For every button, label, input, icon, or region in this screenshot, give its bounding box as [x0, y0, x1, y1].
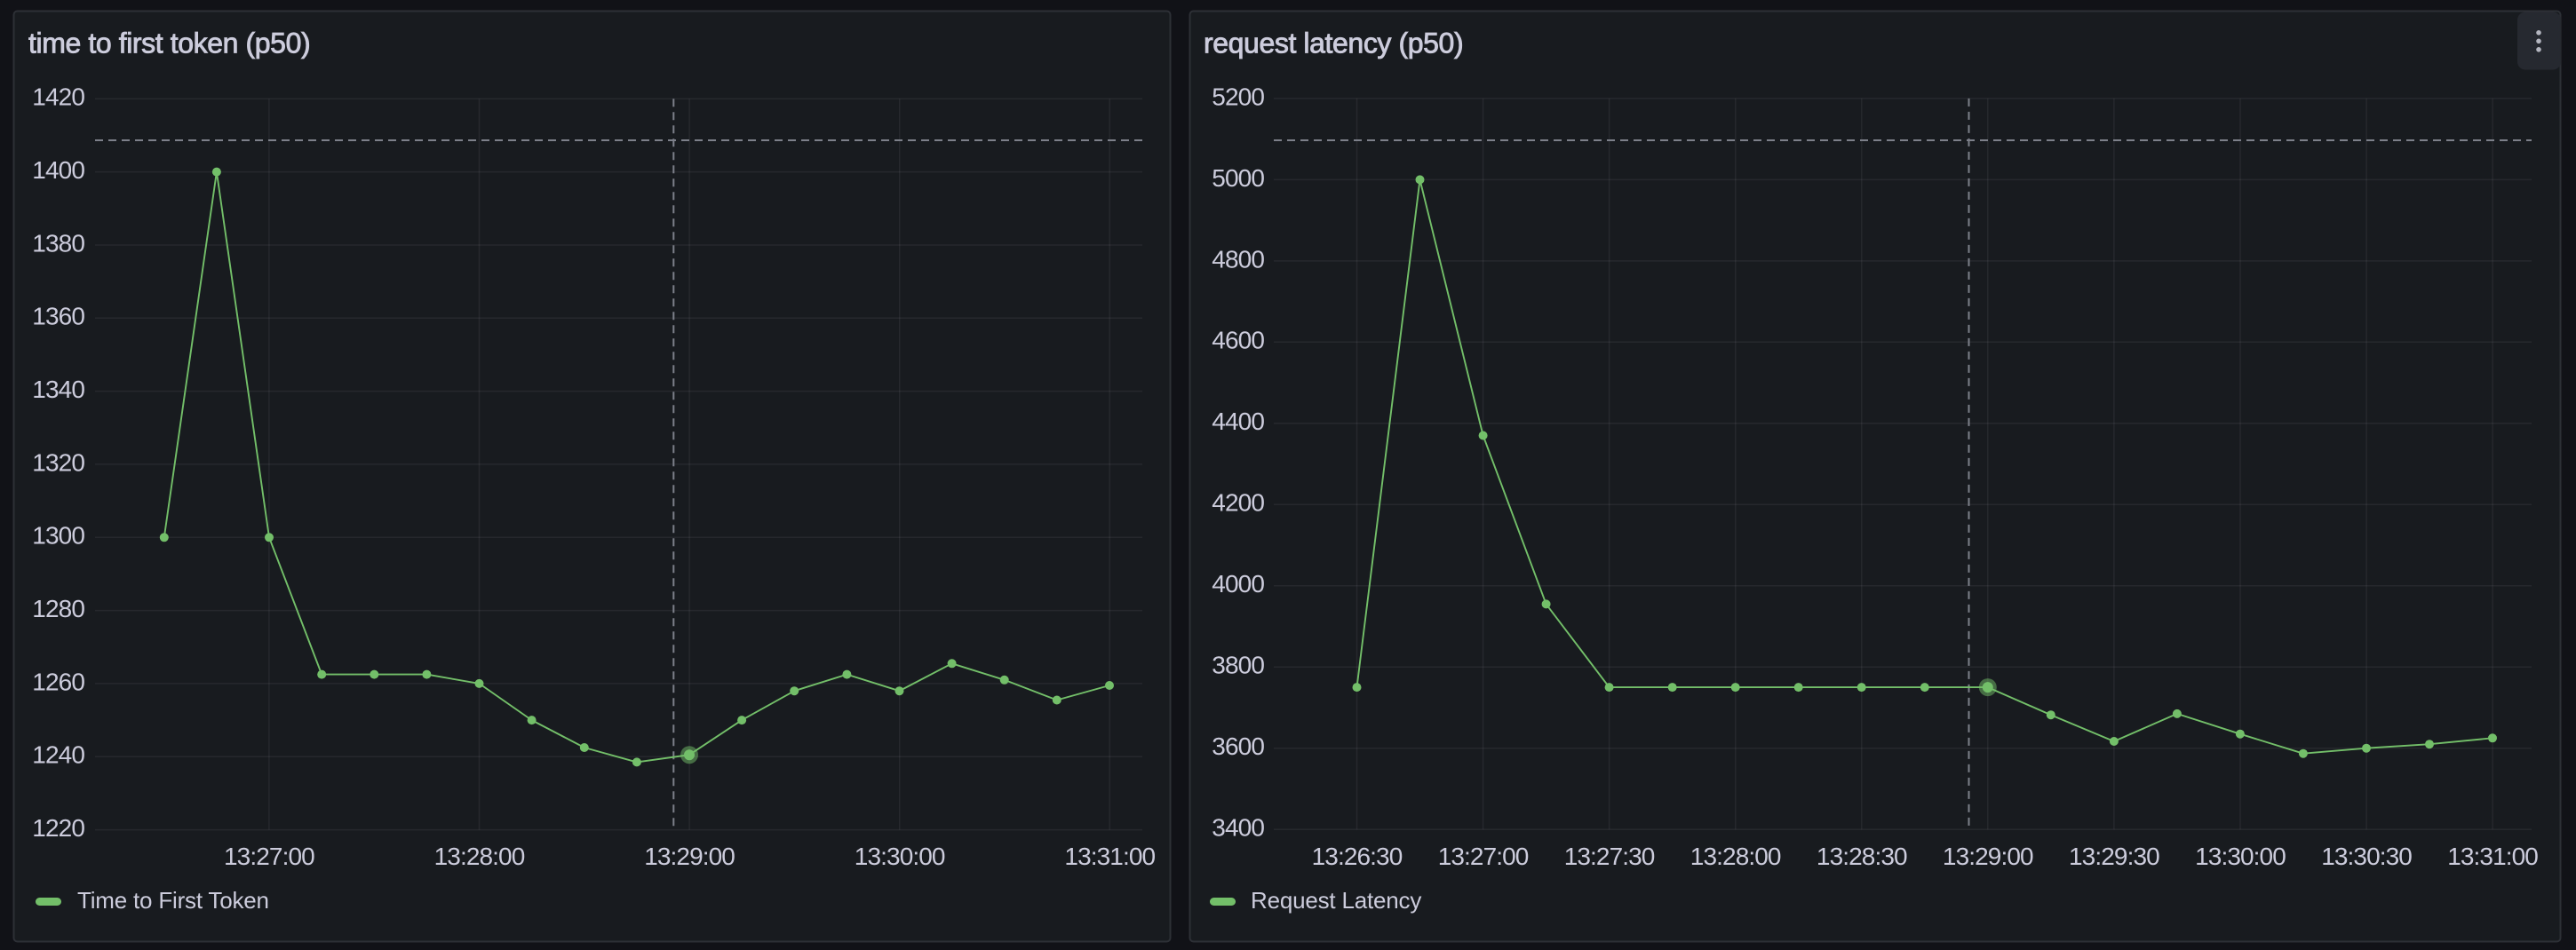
svg-text:time to first token (p50): time to first token (p50): [28, 27, 310, 59]
svg-text:13:29:00: 13:29:00: [644, 843, 735, 870]
svg-text:13:30:30: 13:30:30: [2321, 843, 2412, 870]
svg-text:3800: 3800: [1212, 652, 1264, 679]
svg-text:1320: 1320: [32, 448, 84, 476]
svg-text:13:30:00: 13:30:00: [2195, 843, 2286, 870]
svg-text:1400: 1400: [32, 156, 84, 184]
svg-text:13:27:30: 13:27:30: [1564, 843, 1655, 870]
svg-text:1300: 1300: [32, 522, 84, 550]
svg-text:4800: 4800: [1212, 245, 1264, 273]
svg-text:4000: 4000: [1212, 570, 1264, 598]
svg-text:1340: 1340: [32, 376, 84, 403]
svg-text:1420: 1420: [32, 83, 84, 111]
svg-text:13:28:00: 13:28:00: [1690, 843, 1781, 870]
svg-text:Time to First Token: Time to First Token: [77, 887, 269, 914]
svg-text:1260: 1260: [32, 668, 84, 695]
svg-text:3600: 3600: [1212, 732, 1264, 760]
svg-text:1360: 1360: [32, 303, 84, 330]
svg-text:13:28:30: 13:28:30: [1817, 843, 1907, 870]
svg-text:5000: 5000: [1212, 164, 1264, 192]
svg-text:1240: 1240: [32, 741, 84, 769]
svg-text:13:27:00: 13:27:00: [224, 843, 314, 870]
svg-text:13:31:00: 13:31:00: [1064, 843, 1155, 870]
svg-text:4200: 4200: [1212, 489, 1264, 517]
svg-text:13:28:00: 13:28:00: [434, 843, 525, 870]
svg-text:5200: 5200: [1212, 83, 1264, 110]
svg-text:3400: 3400: [1212, 814, 1264, 842]
svg-text:4600: 4600: [1212, 327, 1264, 354]
svg-text:13:31:00: 13:31:00: [2447, 843, 2538, 870]
svg-text:13:26:30: 13:26:30: [1312, 843, 1403, 870]
svg-text:13:29:00: 13:29:00: [1943, 843, 2033, 870]
svg-text:4400: 4400: [1212, 408, 1264, 435]
svg-text:1220: 1220: [32, 814, 84, 842]
svg-text:13:29:30: 13:29:30: [2069, 843, 2159, 870]
svg-text:13:27:00: 13:27:00: [1438, 843, 1529, 870]
svg-text:13:30:00: 13:30:00: [855, 843, 945, 870]
svg-text:1280: 1280: [32, 595, 84, 622]
svg-text:1380: 1380: [32, 229, 84, 257]
svg-text:Request Latency: Request Latency: [1251, 887, 1421, 914]
svg-text:request latency (p50): request latency (p50): [1204, 27, 1463, 59]
